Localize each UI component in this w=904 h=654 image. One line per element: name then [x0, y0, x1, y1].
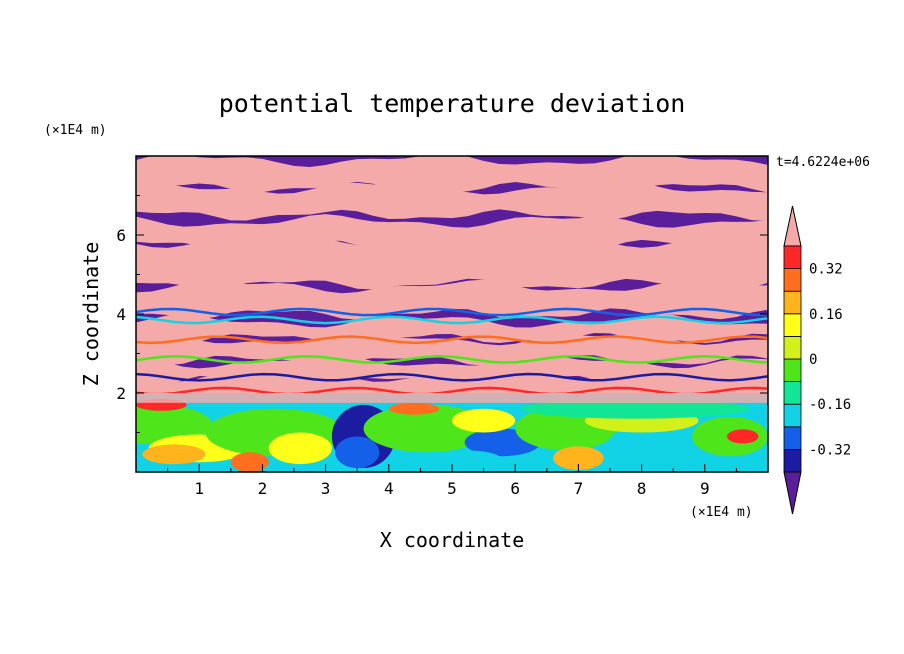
- x-tick-label: 1: [194, 479, 204, 498]
- filament: [136, 372, 768, 382]
- turbulent-cell: [388, 402, 440, 415]
- x-tick-label: 4: [384, 479, 394, 498]
- pink-layer: [136, 180, 768, 221]
- colorbar-extend-low: [783, 471, 802, 515]
- turbulent-cell: [136, 404, 212, 445]
- filament: [136, 335, 768, 345]
- x-axis-ticks: 1 2 3 4 5 6 7 8 9: [167, 464, 737, 498]
- y-tick-label: 4: [116, 305, 126, 324]
- turbulent-cell: [426, 450, 503, 471]
- turbulent-cell: [452, 408, 516, 433]
- y-axis-label: Z coordinate: [79, 242, 103, 387]
- x-tick-label: 6: [510, 479, 520, 498]
- turbulent-cell: [553, 446, 604, 471]
- x-axis-label: X coordinate: [380, 528, 525, 552]
- interface-layer: [136, 393, 768, 403]
- colorbar-box: [783, 381, 802, 405]
- x-tick-label: 9: [700, 479, 710, 498]
- x-tick-label: 8: [637, 479, 647, 498]
- filament: [136, 315, 768, 325]
- colorbar-box: [783, 245, 802, 270]
- x-unit-label: (×1E4 m): [690, 505, 753, 520]
- turbulent-cell: [142, 444, 206, 465]
- plot-area: [136, 156, 768, 472]
- chart-title: potential temperature deviation: [219, 89, 686, 118]
- y-axis-ticks: 2 4 6: [116, 195, 768, 433]
- filament: [136, 355, 768, 364]
- x-tick-label: 3: [321, 479, 331, 498]
- colorbar-tick-label: -0.32: [809, 442, 851, 458]
- y-tick-label: 2: [116, 384, 126, 403]
- colorbar-box: [783, 426, 802, 450]
- turbulent-cell: [726, 429, 759, 444]
- x-tick-label: 7: [574, 479, 584, 498]
- colorbar-tick-label: 0: [809, 352, 817, 368]
- pink-layer: [136, 234, 768, 291]
- x-tick-label: 2: [258, 479, 268, 498]
- colorbar-box: [783, 290, 802, 315]
- filament: [136, 307, 768, 317]
- colorbar-tick-label: -0.16: [809, 397, 851, 413]
- colorbar-box: [783, 313, 802, 337]
- colorbar-tick-label: 0.32: [809, 262, 843, 278]
- colorbar-extend-high: [783, 205, 802, 247]
- y-tick-label: 6: [116, 226, 126, 245]
- turbulent-cell: [268, 432, 332, 465]
- x-tick-label: 5: [447, 479, 457, 498]
- turbulent-cell: [335, 436, 380, 469]
- colorbar-box: [783, 403, 802, 428]
- filament: [136, 386, 768, 396]
- colorbar-box: [783, 268, 802, 292]
- colorbar-box: [783, 358, 802, 383]
- heatmap-field: [136, 156, 768, 472]
- colorbar-box: [783, 448, 802, 473]
- turbulent-cell: [521, 398, 750, 419]
- time-label: t=4.6224e+06: [776, 155, 870, 170]
- colorbar-tick-label: 0.16: [809, 307, 843, 323]
- colorbar-box: [783, 335, 802, 360]
- colorbar: 0.32 0.16 0 -0.16 -0.32: [783, 205, 851, 515]
- turbulent-cell: [230, 452, 269, 472]
- y-unit-label: (×1E4 m): [44, 123, 107, 138]
